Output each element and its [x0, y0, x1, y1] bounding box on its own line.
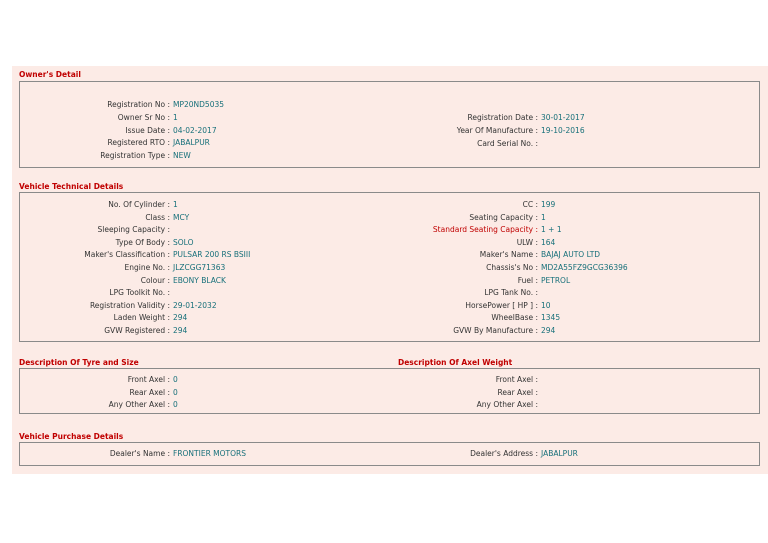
- section-title: Vehicle Technical Details: [19, 182, 124, 191]
- section-title: Vehicle Purchase Details: [19, 432, 124, 441]
- field-label: HorsePower [ HP ] :: [465, 300, 538, 310]
- field-value: 1: [541, 212, 546, 222]
- field-value: JABALPUR: [173, 138, 210, 148]
- field-label: Rear Axel :: [497, 387, 539, 397]
- field-label: Type Of Body :: [115, 237, 170, 247]
- field-value: SOLO: [173, 237, 194, 247]
- field-label: GVW Registered :: [104, 326, 170, 335]
- section-box: [19, 368, 760, 414]
- field-label: Maker's Name :: [479, 250, 538, 260]
- field-label: Registration Validity :: [89, 300, 170, 310]
- field-label: Dealer's Name :: [109, 449, 170, 458]
- field-label: Dealer's Address :: [470, 449, 538, 458]
- field-label: Any Other Axel :: [476, 400, 538, 410]
- field-value: 1: [173, 112, 178, 122]
- field-label: Card Serial No. :: [477, 138, 538, 148]
- field-value: NEW: [173, 151, 191, 160]
- section-title: Description Of Tyre and Size: [19, 358, 139, 367]
- section-box: [19, 192, 760, 342]
- field-label: Engine No. :: [124, 263, 170, 272]
- field-value: 1 + 1: [541, 225, 562, 235]
- field-label: Maker's Classification :: [84, 250, 170, 260]
- field-label: Standard Seating Capacity :: [432, 225, 538, 235]
- field-label: Laden Weight :: [113, 313, 170, 323]
- field-label: Class :: [145, 212, 170, 222]
- field-label: Fuel :: [517, 275, 538, 285]
- field-value: MP20ND5035: [173, 100, 225, 109]
- field-label: Sleeping Capacity :: [97, 225, 170, 235]
- section-title: Description Of Axel Weight: [398, 358, 513, 367]
- field-value: 294: [173, 313, 188, 323]
- field-label: Front Axel :: [127, 375, 170, 384]
- field-value: 199: [541, 200, 556, 209]
- field-value: BAJAJ AUTO LTD: [541, 250, 601, 260]
- field-label: GVW By Manufacture :: [453, 326, 538, 335]
- field-label: Registration Date :: [467, 113, 538, 122]
- field-value: PULSAR 200 RS BSIII: [173, 250, 251, 260]
- field-label: Seating Capacity :: [469, 212, 538, 222]
- field-value: FRONTIER MOTORS: [173, 449, 246, 458]
- field-value: 294: [173, 326, 188, 335]
- field-label: Any Other Axel :: [108, 400, 170, 410]
- field-value: 29-01-2032: [173, 300, 217, 310]
- field-value: EBONY BLACK: [173, 275, 226, 285]
- field-label: No. Of Cylinder :: [108, 200, 170, 209]
- field-label: LPG Toolkit No. :: [109, 288, 170, 298]
- field-value: 164: [541, 237, 556, 247]
- field-value: 1345: [541, 313, 561, 323]
- field-label: LPG Tank No. :: [484, 288, 538, 298]
- field-label: Front Axel :: [495, 375, 538, 384]
- field-label: Registration Type :: [100, 151, 170, 160]
- field-value: 0: [173, 387, 178, 397]
- field-label: Rear Axel :: [129, 387, 171, 397]
- field-label: Chassis's No :: [486, 263, 538, 272]
- field-label: Owner Sr No :: [117, 112, 170, 122]
- field-value: JABALPUR: [541, 449, 578, 458]
- field-value: 30-01-2017: [541, 113, 585, 122]
- section-title: Owner's Detail: [19, 70, 81, 79]
- field-value: 0: [173, 375, 178, 384]
- field-label: Registered RTO :: [107, 138, 170, 148]
- field-value: JLZCGG71363: [173, 263, 226, 272]
- field-value: MD2A55FZ9GCG36396: [541, 263, 628, 272]
- field-value: 294: [541, 326, 556, 335]
- field-value: 19-10-2016: [541, 125, 585, 135]
- section-box: [19, 442, 760, 466]
- field-label: Colour :: [140, 275, 170, 285]
- field-value: PETROL: [541, 275, 571, 285]
- field-label: ULW :: [516, 237, 538, 247]
- field-label: CC :: [522, 200, 538, 209]
- field-value: MCY: [173, 212, 190, 222]
- field-value: 10: [541, 300, 551, 310]
- field-label: WheelBase :: [491, 313, 538, 323]
- field-label: Issue Date :: [125, 125, 170, 135]
- field-label: Registration No :: [107, 100, 170, 109]
- field-label: Year Of Manufacture :: [456, 125, 538, 135]
- field-value: 04-02-2017: [173, 125, 217, 135]
- section-box: [19, 81, 760, 168]
- field-value: 1: [173, 200, 178, 209]
- field-value: 0: [173, 400, 178, 410]
- panel: [12, 66, 768, 474]
